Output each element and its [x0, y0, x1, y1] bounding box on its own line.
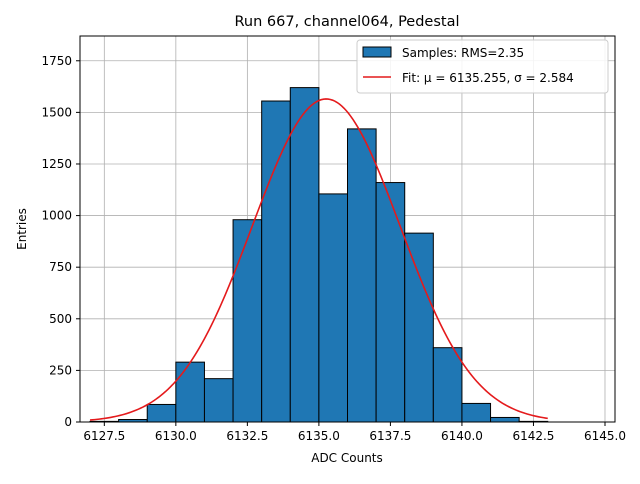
chart-title: Run 667, channel064, Pedestal	[234, 14, 459, 30]
y-tick-label: 250	[49, 363, 72, 377]
legend: Samples: RMS=2.35 Fit: μ = 6135.255, σ =…	[356, 39, 609, 94]
x-tick-label: 6145.0	[584, 429, 626, 443]
y-tick-label: 1500	[41, 105, 72, 119]
histogram-bar	[461, 402, 492, 423]
histogram-bar	[289, 87, 320, 423]
y-axis: 0 250 500 750 1000 1250 1500 1750	[41, 54, 80, 429]
x-tick-label: 6127.5	[83, 429, 125, 443]
y-tick-label: 0	[64, 415, 72, 429]
x-tick-label: 6142.5	[512, 429, 554, 443]
histogram-bar	[375, 182, 406, 423]
histogram-bar	[261, 100, 291, 423]
legend-box	[356, 39, 609, 94]
legend-label-samples: Samples: RMS=2.35	[402, 46, 524, 60]
y-tick-label: 1750	[41, 54, 72, 68]
y-tick-label: 500	[49, 312, 72, 326]
histogram-bars	[89, 87, 549, 423]
x-tick-label: 6132.5	[226, 429, 268, 443]
x-tick-label: 6135.0	[298, 429, 340, 443]
x-tick-label: 6140.0	[441, 429, 483, 443]
histogram-bar	[203, 378, 234, 423]
x-axis-label: ADC Counts	[311, 451, 383, 465]
x-tick-label: 6130.0	[155, 429, 197, 443]
fit-curve	[89, 98, 548, 421]
plot-frame	[79, 35, 616, 423]
histogram-bar	[432, 347, 463, 423]
histogram-bar	[404, 232, 434, 423]
histogram-bar	[175, 361, 205, 423]
y-tick-label: 1250	[41, 157, 72, 171]
histogram-bar	[347, 128, 377, 423]
legend-swatch-samples	[362, 46, 392, 58]
y-axis-label: Entries	[15, 208, 29, 250]
histogram-bar	[146, 403, 177, 423]
y-tick-label: 1000	[41, 209, 72, 223]
x-axis: 6127.5 6130.0 6132.5 6135.0 6137.5 6140.0 6142…	[83, 422, 626, 443]
histogram-bar	[318, 193, 349, 423]
x-tick-label: 6137.5	[369, 429, 411, 443]
y-tick-label: 750	[49, 260, 72, 274]
legend-label-fit: Fit: μ = 6135.255, σ = 2.584	[402, 71, 574, 85]
histogram-bar	[232, 219, 263, 423]
fit-curve-layer	[89, 98, 548, 421]
histogram-bar	[490, 416, 520, 423]
